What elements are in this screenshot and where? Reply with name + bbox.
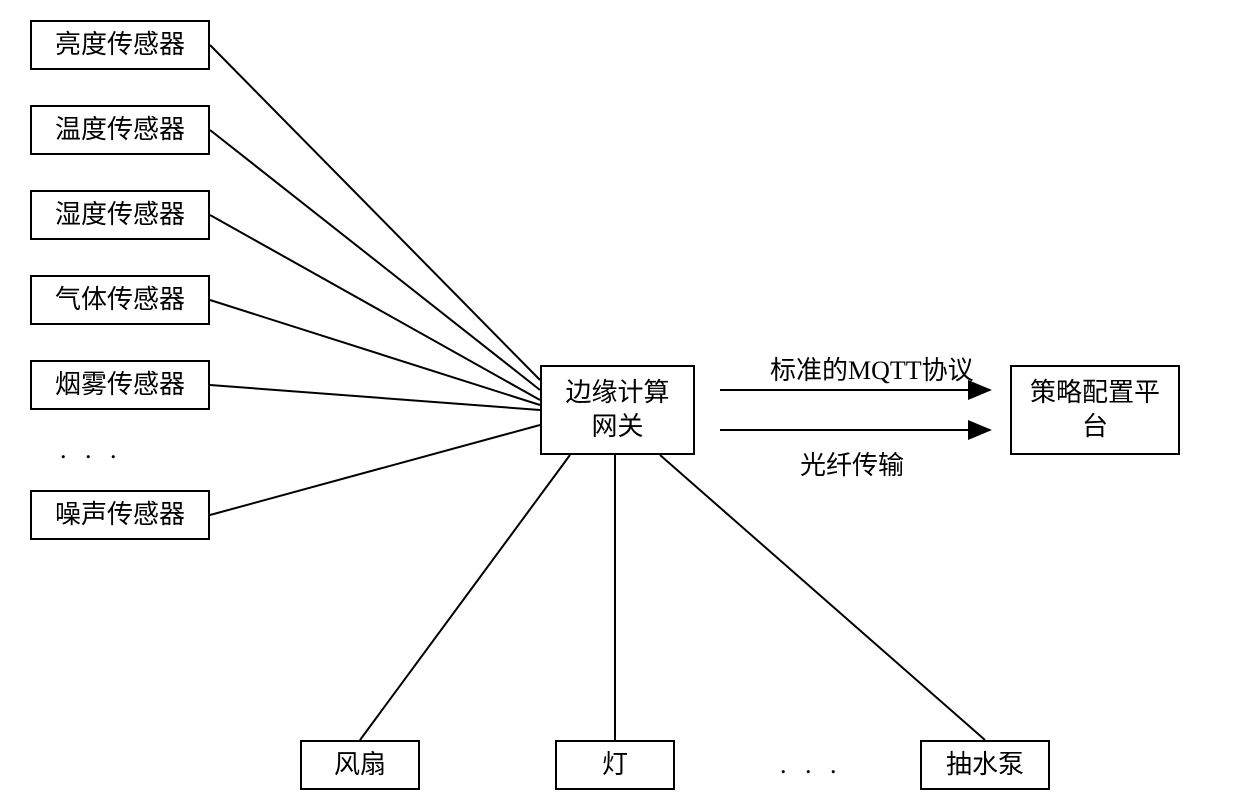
device-label: 风扇 xyxy=(334,748,386,782)
device-label: 抽水泵 xyxy=(946,748,1024,782)
sensor-humidity: 湿度传感器 xyxy=(30,190,210,240)
sensor-label: 亮度传感器 xyxy=(55,28,185,62)
policy-platform: 策略配置平 台 xyxy=(1010,365,1180,455)
sensor-smoke: 烟雾传感器 xyxy=(30,360,210,410)
device-fan: 风扇 xyxy=(300,740,420,790)
device-light: 灯 xyxy=(555,740,675,790)
devices-ellipsis: . . . xyxy=(780,750,843,780)
sensor-label: 噪声传感器 xyxy=(55,498,185,532)
edge-gateway: 边缘计算 网关 xyxy=(540,365,695,455)
platform-label: 策略配置平 台 xyxy=(1030,376,1160,444)
sensor-brightness: 亮度传感器 xyxy=(30,20,210,70)
sensors-ellipsis: . . . xyxy=(60,435,123,465)
sensor-noise: 噪声传感器 xyxy=(30,490,210,540)
device-label: 灯 xyxy=(602,748,628,782)
mqtt-label: 标准的MQTT协议 xyxy=(770,350,974,387)
sensor-label: 温度传感器 xyxy=(55,113,185,147)
sensor-gas: 气体传感器 xyxy=(30,275,210,325)
sensor-label: 湿度传感器 xyxy=(55,198,185,232)
gateway-label: 边缘计算 网关 xyxy=(565,376,669,444)
sensor-label: 气体传感器 xyxy=(55,283,185,317)
sensor-temperature: 温度传感器 xyxy=(30,105,210,155)
sensor-label: 烟雾传感器 xyxy=(55,368,185,402)
device-pump: 抽水泵 xyxy=(920,740,1050,790)
fiber-label: 光纤传输 xyxy=(800,445,904,482)
